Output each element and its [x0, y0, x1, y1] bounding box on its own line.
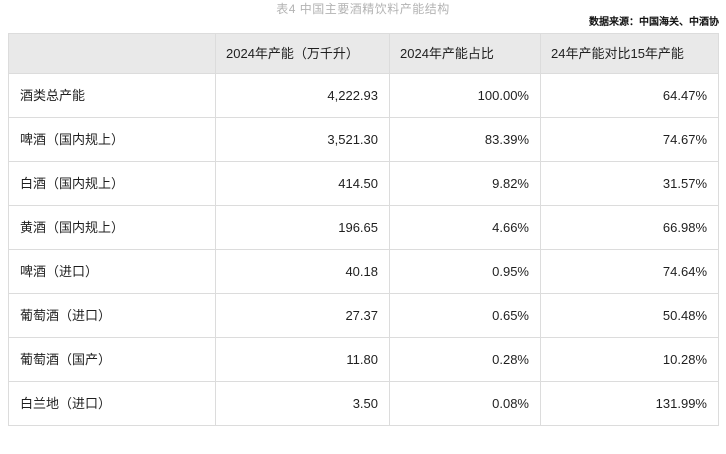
column-header-share: 2024年产能占比 — [389, 33, 541, 74]
row-label: 啤酒（进口） — [8, 249, 216, 294]
share-cell: 0.95% — [389, 249, 541, 294]
comparison-cell: 64.47% — [540, 73, 719, 118]
column-header-capacity: 2024年产能（万千升） — [215, 33, 390, 74]
share-cell: 0.08% — [389, 381, 541, 426]
comparison-cell: 131.99% — [540, 381, 719, 426]
share-cell: 9.82% — [389, 161, 541, 206]
table-row: 啤酒（进口） 40.18 0.95% 74.64% — [8, 249, 719, 294]
comparison-cell: 74.64% — [540, 249, 719, 294]
capacity-cell: 3.50 — [215, 381, 390, 426]
capacity-table: 2024年产能（万千升） 2024年产能占比 24年产能对比15年产能 酒类总产… — [8, 33, 719, 426]
capacity-cell: 11.80 — [215, 337, 390, 382]
column-header-blank — [8, 33, 216, 74]
capacity-cell: 40.18 — [215, 249, 390, 294]
share-cell: 100.00% — [389, 73, 541, 118]
column-header-comparison: 24年产能对比15年产能 — [540, 33, 719, 74]
table-row: 白兰地（进口） 3.50 0.08% 131.99% — [8, 381, 719, 426]
row-label: 黄酒（国内规上） — [8, 205, 216, 250]
comparison-cell: 74.67% — [540, 117, 719, 162]
row-label: 啤酒（国内规上） — [8, 117, 216, 162]
comparison-cell: 10.28% — [540, 337, 719, 382]
capacity-cell: 27.37 — [215, 293, 390, 338]
comparison-cell: 31.57% — [540, 161, 719, 206]
capacity-cell: 196.65 — [215, 205, 390, 250]
table-row: 白酒（国内规上） 414.50 9.82% 31.57% — [8, 161, 719, 206]
row-label: 酒类总产能 — [8, 73, 216, 118]
table-row: 酒类总产能 4,222.93 100.00% 64.47% — [8, 73, 719, 118]
share-cell: 4.66% — [389, 205, 541, 250]
table-row: 黄酒（国内规上） 196.65 4.66% 66.98% — [8, 205, 719, 250]
row-label: 葡萄酒（进口） — [8, 293, 216, 338]
share-cell: 0.28% — [389, 337, 541, 382]
table-row: 葡萄酒（进口） 27.37 0.65% 50.48% — [8, 293, 719, 338]
capacity-cell: 4,222.93 — [215, 73, 390, 118]
table-row: 葡萄酒（国产） 11.80 0.28% 10.28% — [8, 337, 719, 382]
table-row: 啤酒（国内规上） 3,521.30 83.39% 74.67% — [8, 117, 719, 162]
data-source-note: 数据来源：中国海关、中酒协 — [589, 17, 719, 28]
comparison-cell: 66.98% — [540, 205, 719, 250]
table-title: 表4 中国主要酒精饮料产能结构 — [276, 2, 450, 16]
share-cell: 0.65% — [389, 293, 541, 338]
row-label: 白酒（国内规上） — [8, 161, 216, 206]
row-label: 葡萄酒（国产） — [8, 337, 216, 382]
capacity-cell: 3,521.30 — [215, 117, 390, 162]
capacity-cell: 414.50 — [215, 161, 390, 206]
share-cell: 83.39% — [389, 117, 541, 162]
row-label: 白兰地（进口） — [8, 381, 216, 426]
header-row: 2024年产能（万千升） 2024年产能占比 24年产能对比15年产能 — [8, 33, 719, 74]
comparison-cell: 50.48% — [540, 293, 719, 338]
